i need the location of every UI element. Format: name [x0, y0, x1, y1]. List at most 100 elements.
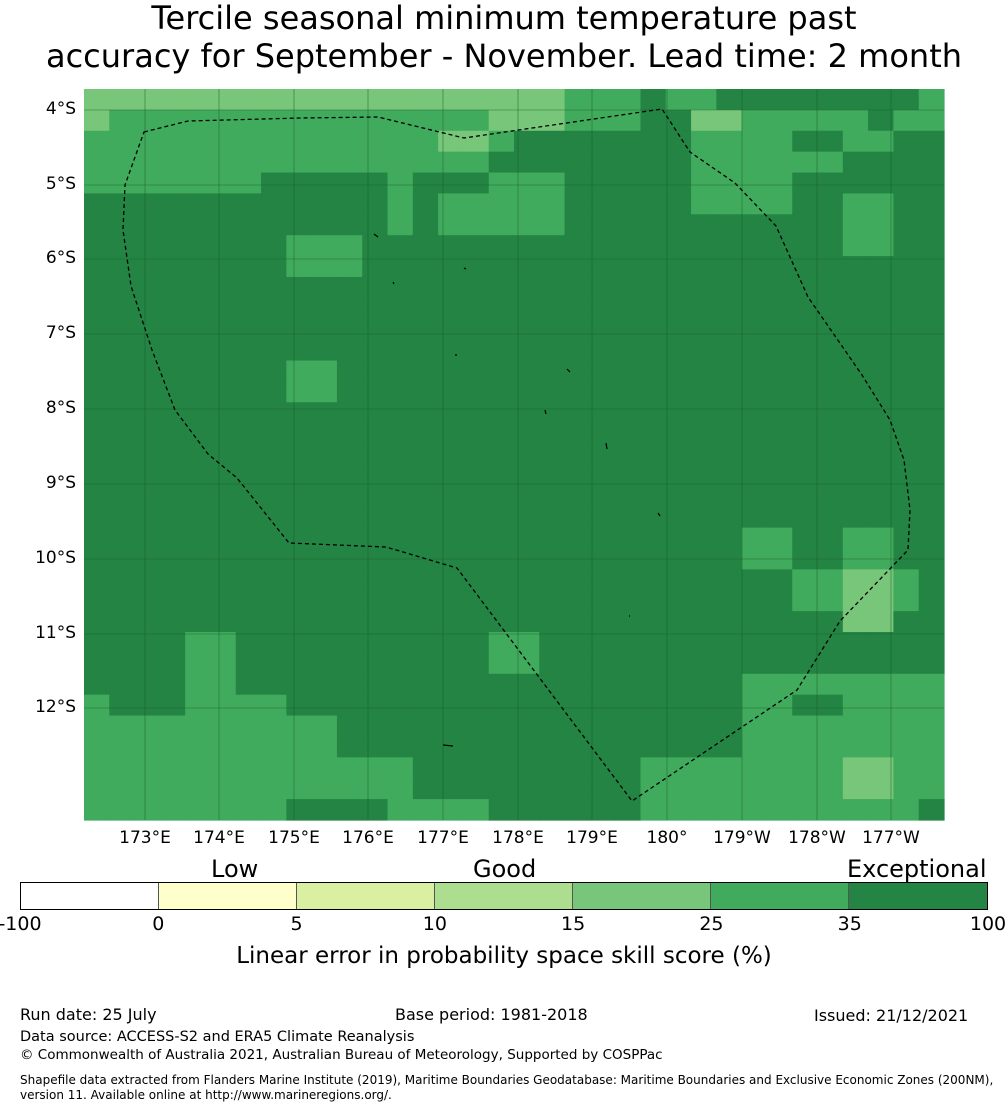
skill-grid-cell — [438, 339, 465, 362]
skill-grid-cell — [311, 632, 338, 654]
skill-grid-cell — [235, 632, 262, 654]
skill-grid-cell — [109, 590, 136, 612]
skill-grid-cell — [792, 715, 819, 738]
skill-grid-cell — [134, 235, 161, 257]
skill-grid-cell — [564, 632, 591, 654]
skill-grid-cell — [842, 297, 869, 320]
skill-grid-cell — [842, 632, 869, 654]
skill-grid-cell — [842, 485, 869, 508]
skill-grid-cell — [665, 694, 692, 717]
skill-grid-cell — [109, 778, 136, 800]
skill-grid-cell — [716, 193, 743, 215]
skill-grid-cell — [893, 193, 920, 215]
skill-grid-cell — [84, 632, 110, 654]
skill-grid-cell — [185, 214, 212, 236]
skill-grid-cell — [336, 402, 363, 424]
skill-grid-cell — [134, 89, 161, 111]
skill-grid-cell — [514, 339, 540, 362]
skill-grid-cell — [741, 778, 768, 800]
skill-grid-cell — [665, 799, 692, 821]
skill-grid-cell — [716, 318, 743, 341]
skill-grid-cell — [640, 109, 667, 132]
skill-grid-cell — [412, 339, 439, 362]
skill-grid-cell — [336, 360, 363, 382]
skill-grid-cell — [792, 89, 819, 111]
skill-grid-cell — [210, 673, 237, 696]
skill-grid-cell — [539, 423, 566, 445]
skill-grid-cell — [84, 506, 110, 529]
skill-grid-cell — [463, 715, 490, 738]
skill-grid-cell — [311, 235, 338, 257]
skill-grid-cell — [412, 109, 439, 132]
skill-grid-cell — [159, 590, 186, 612]
skill-grid-cell — [185, 778, 212, 800]
skill-grid-cell — [514, 673, 540, 696]
skill-grid-cell — [412, 778, 439, 800]
skill-grid-cell — [514, 527, 540, 550]
skill-grid-cell — [336, 778, 363, 800]
skill-grid-cell — [868, 381, 895, 403]
skill-grid-cell — [286, 339, 313, 362]
skill-grid-cell — [691, 360, 717, 382]
base-period: Base period: 1981-2018 — [395, 1005, 588, 1024]
skill-grid-cell — [792, 235, 819, 257]
skill-grid-cell — [134, 339, 161, 362]
skill-grid-cell — [893, 130, 920, 153]
skill-grid-cell — [362, 736, 389, 758]
skill-grid-cell — [766, 694, 793, 717]
skill-grid-cell — [564, 381, 591, 403]
skill-grid-cell — [741, 611, 768, 633]
skill-grid-cell — [362, 297, 389, 320]
longitude-label: 179°E — [566, 828, 618, 848]
skill-grid-cell — [412, 694, 439, 717]
skill-grid-cell — [438, 673, 465, 696]
skill-grid-cell — [640, 151, 667, 174]
skill-grid-cell — [387, 276, 414, 299]
skill-grid-cell — [741, 318, 768, 341]
skill-grid-cell — [564, 611, 591, 633]
skill-grid-cell — [336, 611, 363, 633]
skill-grid-cell — [210, 235, 237, 257]
skill-grid-cell — [589, 360, 616, 382]
skill-grid-cell — [412, 89, 439, 111]
skill-grid-cell — [615, 506, 642, 529]
map-gridlines — [84, 89, 944, 820]
skill-grid-cell — [336, 652, 363, 675]
skill-grid-cell — [766, 130, 793, 153]
skill-grid-cell — [261, 652, 287, 675]
skill-grid-cell — [539, 673, 566, 696]
skill-grid-cell — [868, 130, 895, 153]
skill-grid-cell — [514, 256, 540, 278]
skill-grid-cell — [640, 130, 667, 153]
skill-grid-cell — [438, 611, 465, 633]
colorbar-tick-label: 15 — [561, 913, 586, 935]
skill-grid-cell — [134, 130, 161, 153]
skill-grid-cell — [640, 799, 667, 821]
skill-grid-cell — [842, 89, 869, 111]
skill-grid-cell — [842, 193, 869, 215]
skill-grid-cell — [564, 757, 591, 779]
skill-grid-cell — [438, 318, 465, 341]
skill-grid-cell — [564, 673, 591, 696]
skill-grid-cell — [311, 527, 338, 550]
skill-grid-cell — [615, 276, 642, 299]
skill-grid-cell — [134, 297, 161, 320]
skill-grid-cell — [539, 381, 566, 403]
skill-grid-cell — [691, 297, 717, 320]
skill-grid-cell — [185, 172, 212, 195]
skill-grid-cell — [286, 632, 313, 654]
skill-grid-cell — [235, 527, 262, 550]
skill-grid-cell — [817, 214, 844, 236]
skill-grid-cell — [134, 715, 161, 738]
skill-grid-cell — [665, 464, 692, 487]
skill-grid-cell — [893, 569, 920, 591]
skill-grid-cell — [640, 527, 667, 550]
skill-grid-cell — [109, 715, 136, 738]
skill-grid-cell — [589, 381, 616, 403]
skill-grid-cell — [438, 485, 465, 508]
skill-grid-cell — [589, 339, 616, 362]
skill-grid-cell — [463, 673, 490, 696]
skill-grid-cell — [792, 673, 819, 696]
skill-grid-cell — [716, 611, 743, 633]
skill-grid-cell — [589, 652, 616, 675]
